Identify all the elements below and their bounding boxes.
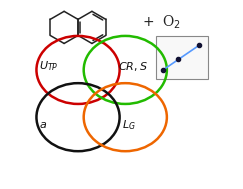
Point bbox=[197, 44, 201, 47]
Text: $U_{TP}$: $U_{TP}$ bbox=[39, 59, 59, 73]
Text: $a$: $a$ bbox=[39, 120, 47, 130]
Point bbox=[161, 68, 165, 71]
Point bbox=[176, 57, 180, 60]
Text: $CR, S$: $CR, S$ bbox=[118, 60, 148, 73]
Text: $+$  O$_2$: $+$ O$_2$ bbox=[142, 14, 182, 31]
Polygon shape bbox=[156, 36, 208, 79]
Text: $L_G$: $L_G$ bbox=[122, 118, 135, 132]
